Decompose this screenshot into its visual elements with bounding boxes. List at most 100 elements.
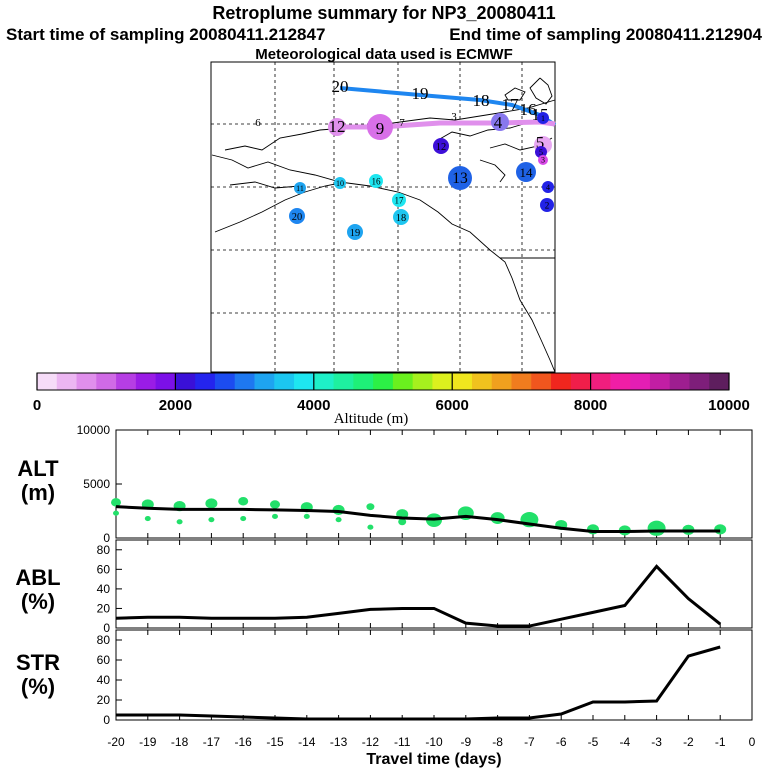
colorbar-cell	[531, 373, 552, 390]
chart-title: Retroplume summary for NP3_20080411	[212, 3, 556, 23]
centroid-marker	[537, 112, 549, 124]
plume-label: 7	[399, 117, 405, 129]
alt-scatter-point	[303, 513, 310, 519]
centroid-label: 3	[541, 156, 545, 165]
colorbar-cell	[254, 373, 275, 390]
time-series-panels: ALT (m) ABL (%) STR (%) Travel time (day…	[15, 423, 755, 768]
alt-scatter-point	[398, 518, 407, 526]
plume-label: 4	[494, 113, 503, 132]
colorbar-cell	[373, 373, 394, 390]
alt-scatter-point	[113, 510, 119, 516]
colorbar-tick-label: 2000	[159, 397, 192, 414]
colorbar-cell	[56, 373, 78, 390]
centroid-marker	[535, 146, 547, 158]
colorbar-cell	[333, 373, 354, 390]
met-data-label: Meteorological data used is ECMWF	[255, 46, 513, 63]
alt-panel-unit: (m)	[21, 480, 55, 505]
str-ytick-label: 80	[97, 633, 111, 647]
x-tick-label: -4	[619, 735, 630, 749]
alt-scatter-point	[208, 517, 215, 523]
abl-ytick-label: 20	[97, 601, 111, 615]
end-time: End time of sampling 20080411.212904	[449, 25, 762, 44]
str-ytick-label: 40	[97, 673, 111, 687]
colorbar-cell	[294, 373, 315, 390]
x-tick-label: -9	[460, 735, 471, 749]
x-tick-label: -10	[425, 735, 443, 749]
x-tick-label: -18	[171, 735, 189, 749]
plume-label: 9	[376, 119, 385, 138]
abl-panel-unit: (%)	[21, 589, 55, 614]
str-ytick-label: 60	[97, 653, 111, 667]
plume-label: 12	[329, 117, 346, 136]
x-tick-label: -13	[330, 735, 348, 749]
colorbar-cell	[689, 373, 710, 390]
centroid-label: 4	[546, 183, 550, 192]
centroid-marker	[294, 182, 306, 194]
colorbar-tick-label: 8000	[574, 397, 607, 414]
x-tick-label: -15	[266, 735, 284, 749]
colorbar-tick-label: 6000	[436, 397, 469, 414]
str-series-line	[116, 645, 721, 721]
centroid-marker	[289, 208, 305, 224]
str-ytick-label: 0	[103, 713, 110, 727]
alt-scatter-point	[240, 516, 247, 522]
colorbar-cell	[511, 373, 532, 390]
plume-label: 5	[536, 133, 545, 152]
alt-scatter-point	[176, 519, 183, 525]
abl-series-line	[115, 564, 722, 628]
plume-blob-12	[328, 118, 346, 136]
centroid-marker	[347, 224, 363, 240]
alt-scatter-point	[238, 497, 249, 506]
plume-label: 16	[520, 100, 537, 119]
colorbar-cell	[669, 373, 690, 390]
x-tick-label: -3	[651, 735, 662, 749]
centroid-label: 20	[292, 212, 302, 223]
centroid-label: 2	[545, 201, 550, 211]
str-panel-unit: (%)	[21, 674, 55, 699]
abl-ytick-label: 60	[97, 562, 111, 576]
centroid-marker	[392, 193, 406, 207]
centroid-label: 19	[350, 228, 360, 239]
alt-ytick-label: 0	[103, 531, 110, 545]
start-time: Start time of sampling 20080411.212847	[6, 25, 326, 44]
colorbar-cell	[155, 373, 176, 390]
plume-label: 19	[412, 84, 429, 103]
alt-scatter-point	[111, 498, 121, 507]
alt-scatter-point	[270, 500, 280, 509]
centroid-label: 11	[296, 184, 304, 193]
plume-blob-4	[491, 113, 509, 131]
centroid-marker	[538, 155, 548, 165]
colorbar-cell	[116, 373, 137, 390]
centroid-label: 5	[539, 148, 543, 157]
colorbar-cell	[570, 373, 592, 390]
plume-label: 18	[473, 91, 490, 110]
centroid-marker	[540, 198, 554, 212]
alt-ytick-label: 10000	[77, 423, 111, 437]
x-tick-label: -11	[394, 735, 411, 749]
str-panel: 0 20 40 60 80	[97, 630, 753, 727]
plume-blob-9	[367, 114, 393, 140]
plume-label: 6	[255, 117, 261, 129]
colorbar-cell	[551, 373, 572, 390]
colorbar-tick-label: 4000	[297, 397, 330, 414]
alt-scatter-point	[335, 517, 342, 523]
str-ytick-label: 20	[97, 693, 111, 707]
x-tick-label: -2	[683, 735, 694, 749]
colorbar-cell	[392, 373, 414, 390]
centroid-label: 1	[541, 114, 545, 123]
str-panel-label: STR	[16, 650, 60, 675]
x-tick-label: -20	[107, 735, 125, 749]
alt-scatter-point	[647, 520, 666, 536]
alt-ytick-label: 5000	[83, 477, 110, 491]
str-panel-frame	[115, 629, 753, 721]
x-tick-label: -7	[524, 735, 535, 749]
alt-scatter-point	[366, 503, 375, 511]
centroid-label: 10	[336, 179, 344, 188]
centroid-marker	[448, 166, 472, 190]
colorbar-cell	[353, 373, 374, 390]
colorbar-tick-label: 10000	[708, 397, 750, 414]
colorbar-cell	[432, 373, 453, 390]
centroid-marker	[542, 181, 554, 193]
